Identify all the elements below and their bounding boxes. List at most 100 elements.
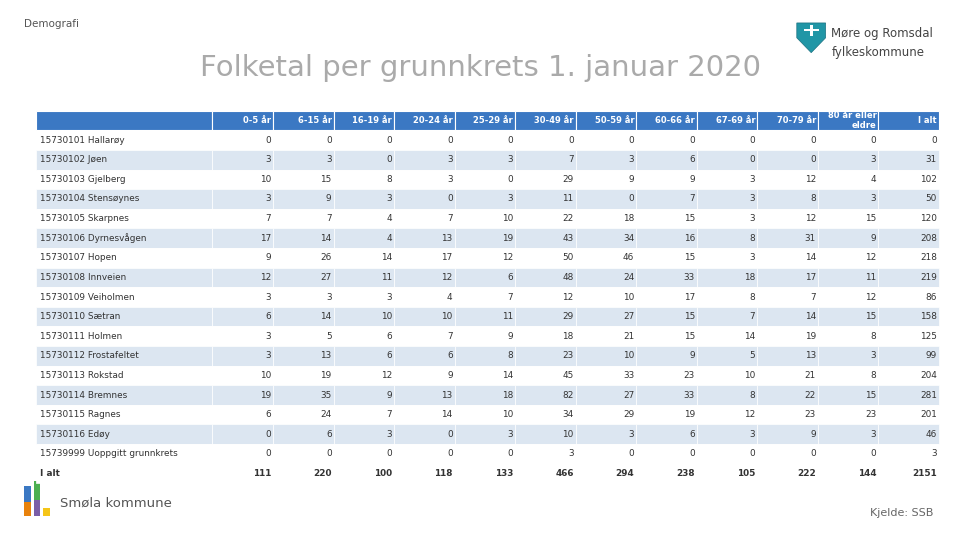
Text: 23: 23 [563, 352, 574, 360]
Text: 8: 8 [750, 234, 756, 242]
Text: 7: 7 [689, 194, 695, 204]
Text: 10: 10 [744, 371, 756, 380]
Text: 0: 0 [689, 449, 695, 458]
Text: 9: 9 [265, 253, 271, 262]
Text: 7: 7 [750, 312, 756, 321]
Text: 50-59 år: 50-59 år [594, 116, 635, 125]
Text: 70-79 år: 70-79 år [777, 116, 816, 125]
Text: 0: 0 [810, 155, 816, 164]
Text: 23: 23 [865, 410, 876, 419]
Text: 19: 19 [684, 410, 695, 419]
Text: 2151: 2151 [912, 469, 937, 478]
Text: 7: 7 [447, 332, 453, 341]
Text: I alt: I alt [40, 469, 60, 478]
Text: 12: 12 [865, 253, 876, 262]
Text: 14: 14 [381, 253, 392, 262]
Text: 14: 14 [321, 234, 331, 242]
Text: 21: 21 [623, 332, 635, 341]
Text: 0: 0 [447, 136, 453, 145]
Text: 4: 4 [871, 175, 876, 184]
Text: 99: 99 [925, 352, 937, 360]
Text: 15: 15 [684, 312, 695, 321]
Text: 3: 3 [326, 293, 331, 301]
Text: 15730116 Edøy: 15730116 Edøy [40, 430, 110, 439]
Text: 15: 15 [865, 312, 876, 321]
Text: 5: 5 [750, 352, 756, 360]
Text: 3: 3 [387, 430, 392, 439]
Text: 0: 0 [568, 136, 574, 145]
Text: 33: 33 [684, 390, 695, 400]
Text: 6: 6 [265, 312, 271, 321]
Text: 10: 10 [623, 352, 635, 360]
Text: 10: 10 [502, 214, 514, 223]
Text: 3: 3 [508, 194, 514, 204]
Text: 46: 46 [925, 430, 937, 439]
Text: 23: 23 [804, 410, 816, 419]
Text: 7: 7 [568, 155, 574, 164]
Text: 12: 12 [744, 410, 756, 419]
Text: 82: 82 [563, 390, 574, 400]
Text: 0: 0 [810, 136, 816, 145]
Text: 13: 13 [321, 352, 331, 360]
Text: 10: 10 [260, 175, 271, 184]
Text: 10: 10 [502, 410, 514, 419]
Text: 14: 14 [744, 332, 756, 341]
Text: 6: 6 [326, 430, 331, 439]
Text: 7: 7 [265, 214, 271, 223]
Text: 10: 10 [563, 430, 574, 439]
Text: Folketal per grunnkrets 1. januar 2020: Folketal per grunnkrets 1. januar 2020 [200, 53, 760, 82]
Text: 23: 23 [684, 371, 695, 380]
Text: 0: 0 [508, 136, 514, 145]
Text: 15730107 Hopen: 15730107 Hopen [40, 253, 117, 262]
Text: 34: 34 [623, 234, 635, 242]
Text: 201: 201 [920, 410, 937, 419]
Text: 294: 294 [615, 469, 635, 478]
Text: 9: 9 [447, 371, 453, 380]
Text: 118: 118 [434, 469, 453, 478]
Text: 12: 12 [804, 214, 816, 223]
Text: 0: 0 [629, 194, 635, 204]
Text: 14: 14 [442, 410, 453, 419]
Text: 25-29 år: 25-29 år [473, 116, 514, 125]
Text: 19: 19 [804, 332, 816, 341]
Text: 34: 34 [563, 410, 574, 419]
Text: 13: 13 [442, 390, 453, 400]
Text: 26: 26 [321, 253, 331, 262]
Text: 86: 86 [925, 293, 937, 301]
Text: 50: 50 [925, 194, 937, 204]
Text: 3: 3 [265, 332, 271, 341]
Text: 29: 29 [563, 312, 574, 321]
Text: 11: 11 [563, 194, 574, 204]
Text: 15: 15 [865, 214, 876, 223]
Text: 15730108 Innveien: 15730108 Innveien [40, 273, 127, 282]
Text: 15730105 Skarpnes: 15730105 Skarpnes [40, 214, 130, 223]
Text: 35: 35 [321, 390, 331, 400]
Text: 8: 8 [750, 390, 756, 400]
Text: 3: 3 [750, 214, 756, 223]
Text: 3: 3 [508, 430, 514, 439]
Text: 12: 12 [865, 293, 876, 301]
Text: 9: 9 [508, 332, 514, 341]
Text: Smøla kommune: Smøla kommune [60, 497, 173, 510]
Text: 0: 0 [265, 136, 271, 145]
Text: 7: 7 [508, 293, 514, 301]
Text: 105: 105 [737, 469, 756, 478]
Text: 15730103 Gjelberg: 15730103 Gjelberg [40, 175, 126, 184]
Text: 15730110 Sætran: 15730110 Sætran [40, 312, 121, 321]
Text: 27: 27 [623, 312, 635, 321]
Text: 281: 281 [920, 390, 937, 400]
Text: 19: 19 [502, 234, 514, 242]
Text: 4: 4 [387, 214, 392, 223]
Text: 0: 0 [508, 449, 514, 458]
Text: 15730111 Holmen: 15730111 Holmen [40, 332, 123, 341]
Text: 29: 29 [623, 410, 635, 419]
Text: 17: 17 [804, 273, 816, 282]
Text: 208: 208 [920, 234, 937, 242]
Text: 18: 18 [563, 332, 574, 341]
Text: 19: 19 [260, 390, 271, 400]
Text: 7: 7 [326, 214, 331, 223]
Text: 16: 16 [684, 234, 695, 242]
Text: 67-69 år: 67-69 år [716, 116, 756, 125]
Text: Demografi: Demografi [24, 19, 79, 29]
Text: 0: 0 [750, 155, 756, 164]
